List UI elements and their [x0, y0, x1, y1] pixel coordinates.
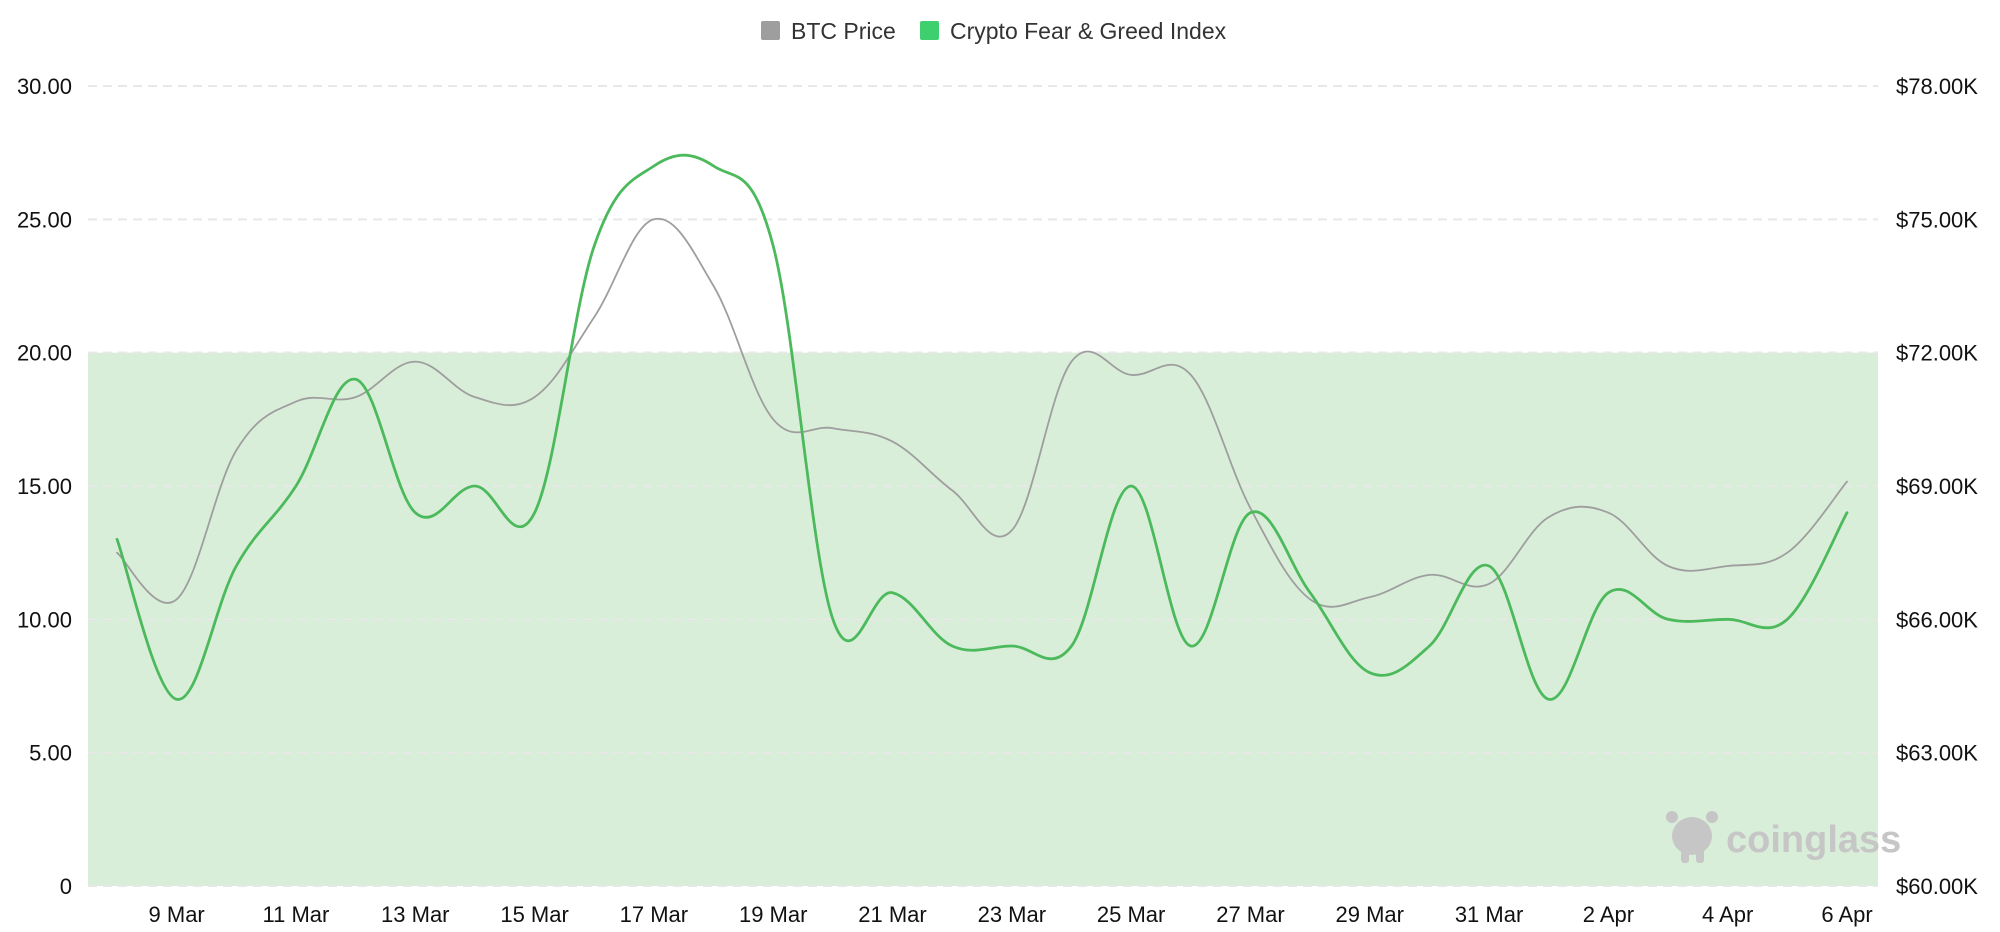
y-left-axis: 0 5.00 10.00 15.00 20.00 25.00 30.00	[17, 74, 72, 899]
legend-swatch-fear-greed	[920, 21, 939, 40]
y-right-tick: $66.00K	[1896, 607, 1978, 632]
x-tick: 11 Mar	[263, 902, 330, 927]
y-left-tick: 5.00	[29, 741, 72, 766]
legend-item-btc-price[interactable]: BTC Price	[761, 18, 896, 44]
x-tick: 13 Mar	[381, 902, 449, 927]
y-left-tick: 10.00	[17, 607, 72, 632]
legend-label-fear-greed: Crypto Fear & Greed Index	[950, 18, 1227, 44]
legend: BTC Price Crypto Fear & Greed Index	[761, 18, 1227, 44]
x-tick: 25 Mar	[1097, 902, 1165, 927]
x-tick: 31 Mar	[1455, 902, 1523, 927]
y-right-tick: $78.00K	[1896, 74, 1978, 99]
y-right-tick: $72.00K	[1896, 341, 1978, 366]
x-tick: 17 Mar	[620, 902, 688, 927]
x-axis: 9 Mar 11 Mar 13 Mar 15 Mar 17 Mar 19 Mar 21 Ma…	[149, 902, 1873, 927]
gridlines	[88, 85, 1878, 887]
x-tick: 19 Mar	[739, 902, 807, 927]
x-tick: 9 Mar	[149, 902, 205, 927]
fear-greed-line	[115, 153, 1849, 701]
legend-item-fear-greed[interactable]: Crypto Fear & Greed Index	[920, 18, 1227, 44]
x-tick: 27 Mar	[1216, 902, 1284, 927]
y-right-tick: $69.00K	[1896, 474, 1978, 499]
legend-swatch-btc-price	[761, 21, 780, 40]
x-tick: 4 Apr	[1702, 902, 1753, 927]
coinglass-watermark: coinglass	[1666, 811, 1901, 863]
btc-price-line	[116, 217, 1848, 608]
x-tick: 29 Mar	[1336, 902, 1404, 927]
y-left-tick: 20.00	[17, 341, 72, 366]
y-left-tick: 0	[60, 874, 72, 899]
legend-label-btc-price: BTC Price	[791, 18, 896, 44]
y-left-tick: 25.00	[17, 207, 72, 232]
x-tick: 2 Apr	[1583, 902, 1634, 927]
y-left-tick: 15.00	[17, 474, 72, 499]
series-layer	[115, 153, 1849, 701]
x-tick: 15 Mar	[500, 902, 568, 927]
y-right-tick: $75.00K	[1896, 207, 1978, 232]
y-right-tick: $60.00K	[1896, 874, 1978, 899]
y-right-tick: $63.00K	[1896, 741, 1978, 766]
y-left-tick: 30.00	[17, 74, 72, 99]
y-right-axis: $60.00K $63.00K $66.00K $69.00K $72.00K $75.0…	[1896, 74, 1978, 899]
x-tick: 23 Mar	[978, 902, 1046, 927]
watermark-text: coinglass	[1726, 819, 1901, 861]
coinglass-logo-icon	[1666, 811, 1718, 863]
x-tick: 21 Mar	[858, 902, 926, 927]
x-tick: 6 Apr	[1821, 902, 1872, 927]
